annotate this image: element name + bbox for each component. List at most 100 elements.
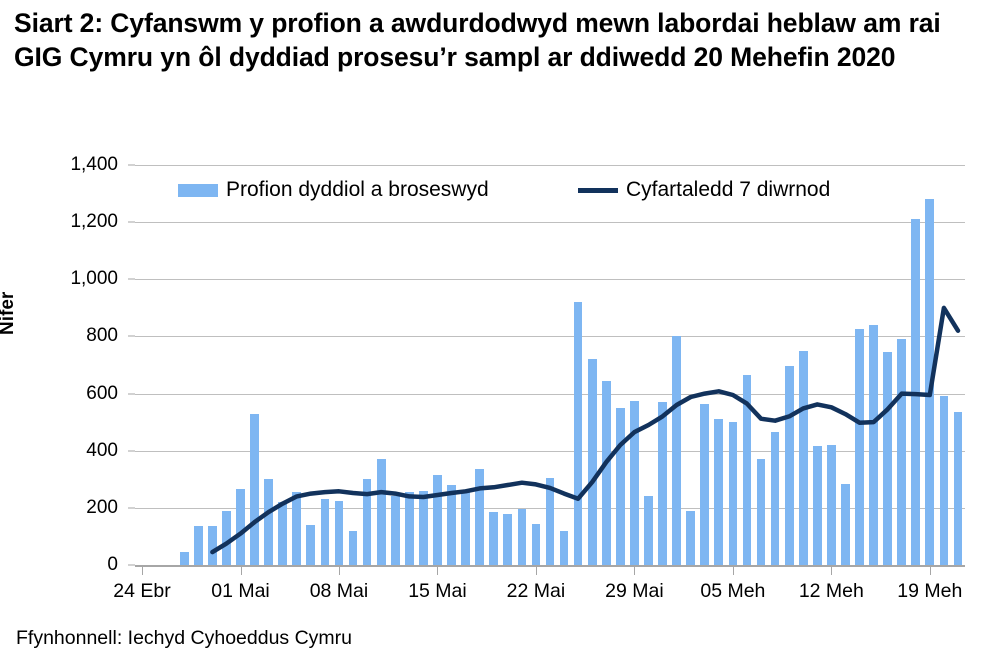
seven-day-average-line xyxy=(210,305,961,555)
y-axis-tick-mark xyxy=(128,164,135,166)
x-axis-tick-mark xyxy=(535,567,537,575)
bar xyxy=(770,432,780,565)
x-axis-tick-label: 29 Mai xyxy=(605,580,664,602)
gridline xyxy=(135,222,965,224)
x-axis-tick-mark xyxy=(732,567,734,575)
bar xyxy=(362,479,372,565)
bar xyxy=(826,445,836,565)
bar xyxy=(630,400,639,565)
bar xyxy=(728,422,738,565)
y-axis-tick-label: 1,200 xyxy=(70,211,118,233)
bar xyxy=(869,325,878,565)
bar xyxy=(855,329,864,565)
bar xyxy=(179,552,189,565)
bar xyxy=(700,403,710,565)
bar xyxy=(714,419,724,565)
bar xyxy=(953,412,963,565)
y-axis-tick-mark xyxy=(128,335,135,337)
source-note: Ffynhonnell: Iechyd Cyhoeddus Cymru xyxy=(16,627,353,649)
y-axis-tick-label: 200 xyxy=(86,496,118,518)
bar xyxy=(559,530,569,565)
x-axis-tick-label: 08 Mai xyxy=(309,580,369,602)
bar xyxy=(517,509,527,565)
y-axis-tick-label: 400 xyxy=(86,439,118,461)
bar xyxy=(390,496,400,565)
bar xyxy=(897,339,907,565)
x-axis-tick-label: 24 Ebr xyxy=(113,580,171,602)
bar xyxy=(447,485,456,565)
x-axis-tick-mark xyxy=(240,567,242,575)
bar xyxy=(278,502,288,565)
bar xyxy=(615,407,625,565)
x-axis-tick-mark xyxy=(142,567,144,575)
gridline xyxy=(135,336,965,338)
bar xyxy=(306,525,316,565)
x-axis-tick-label: 15 Mai xyxy=(408,580,467,602)
y-axis-tick-mark xyxy=(128,393,135,395)
bar xyxy=(883,352,892,565)
bar xyxy=(573,302,583,565)
x-axis-tick-label: 22 Mai xyxy=(506,580,566,602)
bar xyxy=(531,523,541,565)
bar xyxy=(812,446,822,565)
gridline xyxy=(135,450,965,452)
bar xyxy=(686,510,696,565)
bar xyxy=(376,459,386,565)
bar xyxy=(193,526,203,565)
bar xyxy=(672,336,681,565)
bar xyxy=(644,496,653,565)
x-axis-tick-mark xyxy=(338,567,340,575)
y-axis-tick-label: 600 xyxy=(86,382,118,404)
bar xyxy=(208,526,217,565)
x-axis-tick-label: 05 Meh xyxy=(700,580,766,602)
y-axis-title: Nifer xyxy=(0,291,18,335)
bar xyxy=(419,490,428,565)
bar xyxy=(939,396,949,565)
bar xyxy=(264,479,273,565)
x-axis-tick-mark xyxy=(929,567,931,575)
bar xyxy=(798,350,808,565)
bar xyxy=(320,499,330,565)
y-axis-tick-label: 1,000 xyxy=(70,268,118,290)
y-axis-tick-mark xyxy=(128,278,135,280)
bar xyxy=(461,492,470,565)
gridline xyxy=(135,165,965,166)
y-axis-tick-mark xyxy=(128,221,135,223)
x-axis-tick-mark xyxy=(634,567,636,575)
bar xyxy=(404,492,414,565)
bar xyxy=(250,413,259,565)
bar xyxy=(658,402,667,565)
plot-area xyxy=(135,165,965,566)
y-axis-tick-label: 800 xyxy=(86,325,118,347)
x-axis-tick-label: 19 Meh xyxy=(897,580,963,602)
x-axis-tick-label: 01 Mai xyxy=(211,580,270,602)
bar xyxy=(334,500,344,565)
bar xyxy=(742,375,752,565)
page-title: Siart 2: Cyfanswm y profion a awdurdodwy… xyxy=(14,8,941,73)
gridline xyxy=(135,393,965,395)
y-axis-tick-label: 1,400 xyxy=(70,154,118,175)
bar xyxy=(222,510,231,565)
bar xyxy=(475,469,485,565)
y-axis-tick-mark xyxy=(128,564,135,566)
bar xyxy=(841,483,850,565)
bar xyxy=(784,366,794,565)
bar xyxy=(236,489,245,565)
x-axis-tick-mark xyxy=(831,567,833,575)
y-axis-tick-label: 0 xyxy=(107,554,118,575)
x-axis-tick-mark xyxy=(437,567,439,575)
line-series xyxy=(210,305,961,555)
y-axis-tick-mark xyxy=(128,507,135,509)
bar xyxy=(545,477,555,565)
bar xyxy=(503,513,513,565)
bar xyxy=(292,492,302,565)
bar xyxy=(489,512,499,565)
x-axis-line xyxy=(135,565,965,567)
bar xyxy=(587,359,597,565)
gridline xyxy=(135,279,965,281)
x-axis-tick-label: 12 Meh xyxy=(798,580,864,602)
y-axis-tick-mark xyxy=(128,450,135,452)
bar xyxy=(348,530,358,565)
y-axis: 0 200 400 600 800 1,000 1,200 1,400 xyxy=(0,154,135,575)
bar xyxy=(433,475,442,565)
